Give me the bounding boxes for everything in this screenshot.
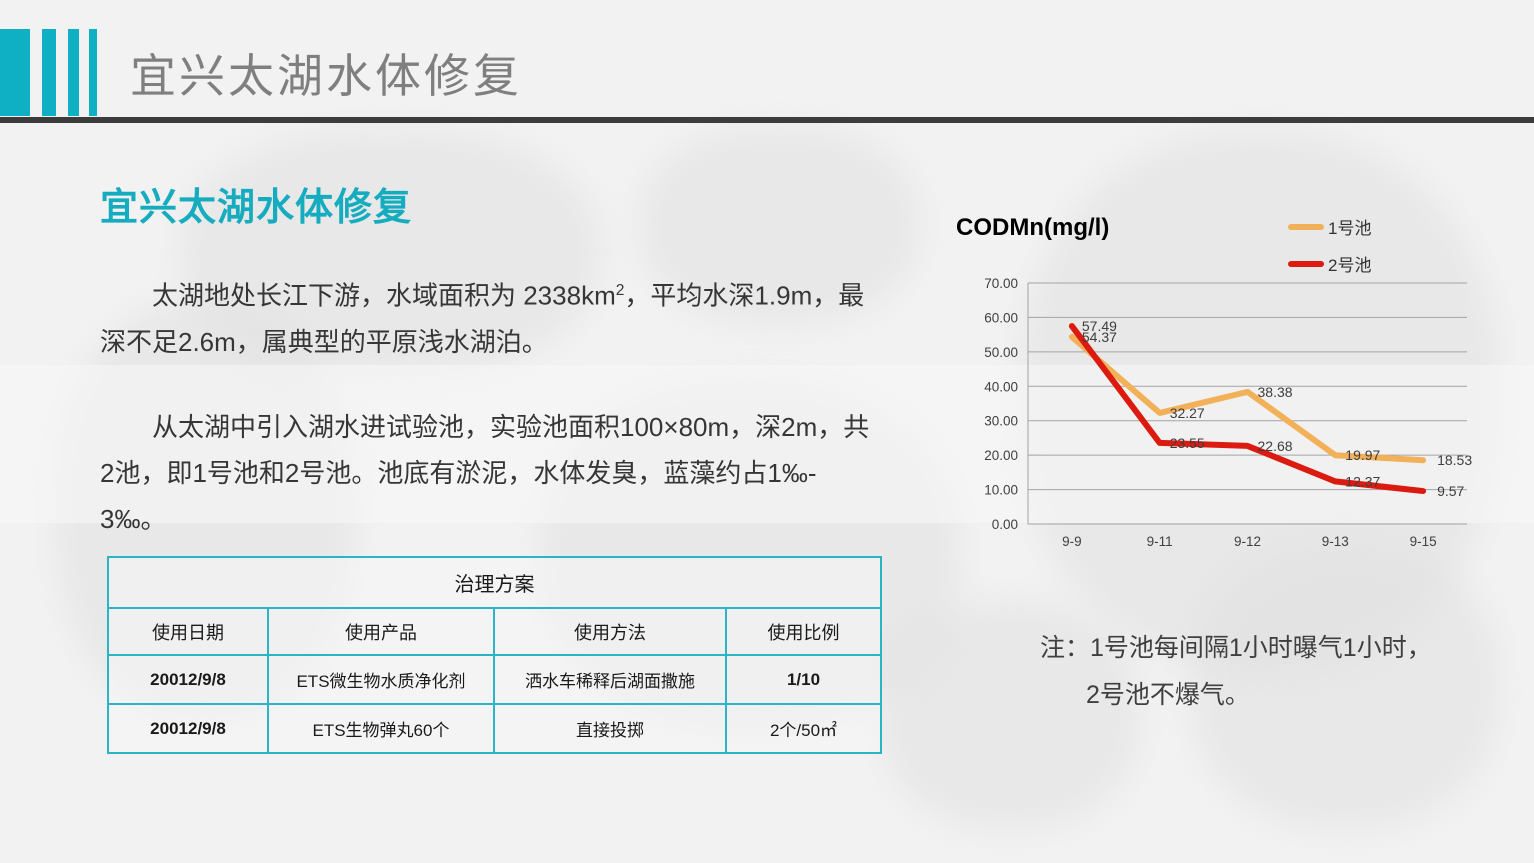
svg-text:57.49: 57.49 [1082,318,1117,334]
text-line: 从太湖中引入湖水进试验池，实验池面积100×80m，深2m，共 [152,412,870,442]
text-line: 3‰。 [100,504,167,534]
accent-bar [89,29,97,116]
svg-text:9-9: 9-9 [1062,534,1082,549]
text-line: 太湖地处长江下游，水域面积为 2338km2，平均水深1.9m，最 [100,268,864,319]
chart-note: 注：1号池每间隔1小时曝气1小时， 2号池不爆气。 [1040,625,1432,719]
accent-bar [42,29,56,116]
superscript-2: 2 [615,282,625,299]
svg-text:12.37: 12.37 [1345,473,1380,489]
table-row: 20012/9/8 ETS生物弹丸60个 直接投掷 2个/50㎡ [107,703,882,754]
table-header-row: 使用日期 使用产品 使用方法 使用比例 [107,607,882,656]
slide-header: 宜兴太湖水体修复 [0,0,1534,124]
accent-bar [68,29,79,116]
cell-ratio: 2个/50㎡ [725,703,882,754]
chart-title: CODMn(mg/l) [956,214,1110,241]
note-line: 注：1号池每间隔1小时曝气1小时， [1040,634,1432,662]
svg-text:0.00: 0.00 [992,517,1018,532]
note-line: 2号池不爆气。 [1086,681,1250,709]
svg-text:10.00: 10.00 [984,483,1018,498]
cell-method: 洒水车稀释后湖面撒施 [493,654,727,705]
cell-product: ETS微生物水质净化剂 [267,654,495,705]
svg-text:40.00: 40.00 [984,379,1018,394]
svg-text:30.00: 30.00 [984,414,1018,429]
legend-item-pool2: 2号池 [1288,251,1371,276]
accent-bar [0,29,30,116]
svg-text:60.00: 60.00 [984,310,1018,325]
cell-method: 直接投掷 [493,703,727,754]
svg-text:9.57: 9.57 [1437,483,1464,499]
codmn-line-chart: 0.00 10.00 20.00 30.00 40.00 50.00 60.00 70.00 9… [984,276,1472,549]
column-header: 使用方法 [493,607,727,656]
map-blob [640,125,920,325]
column-header: 使用比例 [725,607,882,656]
cell-date: 20012/9/8 [107,703,269,754]
svg-text:23.55: 23.55 [1170,435,1205,451]
map-light-band [0,365,1534,523]
cell-date: 20012/9/8 [107,654,269,705]
svg-text:22.68: 22.68 [1258,438,1293,454]
series1-line-swatch [1288,223,1324,230]
svg-text:9-13: 9-13 [1322,534,1349,549]
svg-text:19.97: 19.97 [1345,447,1380,463]
paragraph-experiment-setup: 从太湖中引入湖水进试验池，实验池面积100×80m，深2m，共 2池，即1号池和… [100,404,869,542]
svg-text:20.00: 20.00 [984,448,1018,463]
svg-text:38.38: 38.38 [1258,384,1293,400]
svg-text:18.53: 18.53 [1437,452,1472,468]
paragraph-lake-intro: 太湖地处长江下游，水域面积为 2338km2，平均水深1.9m，最 深不足2.6… [100,268,864,365]
svg-text:9-12: 9-12 [1234,534,1261,549]
column-header: 使用产品 [267,607,495,656]
treatment-plan-table: 治理方案 使用日期 使用产品 使用方法 使用比例 20012/9/8 ETS微生… [107,556,882,754]
series2-line-swatch [1288,260,1324,267]
map-blob [880,600,1140,830]
cell-ratio: 1/10 [725,654,882,705]
section-heading: 宜兴太湖水体修复 [100,187,413,229]
text-segment: ，平均水深1.9m，最 [624,280,865,311]
map-blob [1190,540,1500,830]
svg-text:50.00: 50.00 [984,345,1018,360]
text-line: 深不足2.6m，属典型的平原浅水湖泊。 [100,326,548,357]
svg-text:32.27: 32.27 [1170,405,1205,421]
text-line: 2池，即1号池和2号池。池底有淤泥，水体发臭，蓝藻约占1‰- [100,458,817,488]
svg-text:70.00: 70.00 [984,276,1018,291]
svg-text:9-15: 9-15 [1410,534,1437,549]
legend-label: 1号池 [1328,219,1372,238]
cell-product: ETS生物弹丸60个 [267,703,495,754]
column-header: 使用日期 [107,607,269,656]
legend-item-pool1: 1号池 [1288,214,1371,239]
header-rule [0,117,1534,123]
svg-text:9-11: 9-11 [1147,534,1173,549]
legend-label: 2号池 [1328,256,1372,275]
svg-text:54.37: 54.37 [1082,329,1117,345]
table-title: 治理方案 [107,556,882,609]
slide-title: 宜兴太湖水体修复 [130,50,522,102]
table-row: 20012/9/8 ETS微生物水质净化剂 洒水车稀释后湖面撒施 1/10 [107,654,882,705]
text-segment: 太湖地处长江下游，水域面积为 2338km [152,280,616,311]
